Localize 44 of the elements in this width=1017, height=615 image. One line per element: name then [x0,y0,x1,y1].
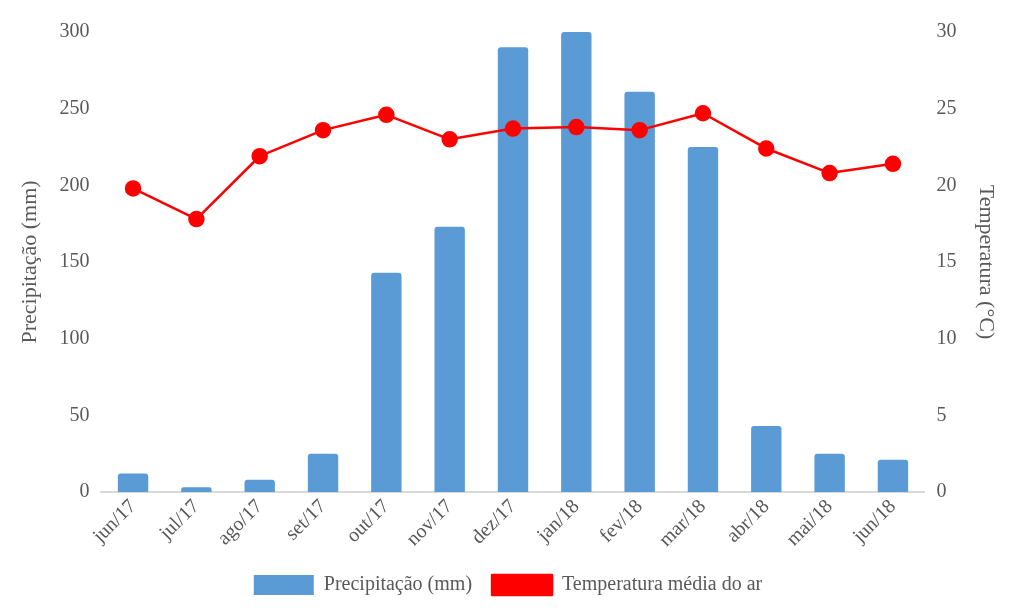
point [884,155,902,173]
y2-tick-label: 5 [936,402,947,425]
bar [877,459,909,492]
point [378,106,395,124]
point [124,180,142,197]
point [694,105,712,122]
y2-tick-label: 10 [936,325,957,348]
bar [371,272,402,492]
y2-tick-label: 20 [936,172,957,195]
bar [181,487,212,492]
point [504,120,522,137]
y-tick-label: 0 [79,479,90,502]
y2-axis-title: Temperatura (°C) [975,184,1001,340]
bar [497,47,529,492]
point [568,118,585,136]
legend-label: Precipitação (mm) [323,572,473,596]
point [821,164,838,182]
bar [751,426,782,492]
bar [561,32,592,492]
legend-label: Temperatura média do ar [562,572,763,596]
y-tick-label: 100 [59,325,90,348]
y-tick-label: 150 [59,249,90,272]
point [441,131,458,148]
y-tick-label: 300 [59,19,90,42]
y-tick-label: 200 [59,172,90,195]
bar [687,146,719,492]
y2-tick-label: 0 [936,479,947,502]
bar [624,91,655,492]
y2-tick-label: 25 [936,95,957,118]
y-tick-label: 250 [59,95,90,118]
y2-tick-label: 30 [936,19,957,42]
bar [814,453,845,492]
y-axis-title: Precipitação (mm) [15,180,41,344]
point [314,121,332,139]
point [758,140,775,157]
bar [244,479,275,492]
point [188,210,205,228]
bar [434,226,465,492]
point [631,121,648,139]
point [251,147,268,165]
bar [117,473,149,492]
bar [307,453,339,492]
y2-tick-label: 15 [936,249,957,272]
y-tick-label: 50 [69,402,90,425]
